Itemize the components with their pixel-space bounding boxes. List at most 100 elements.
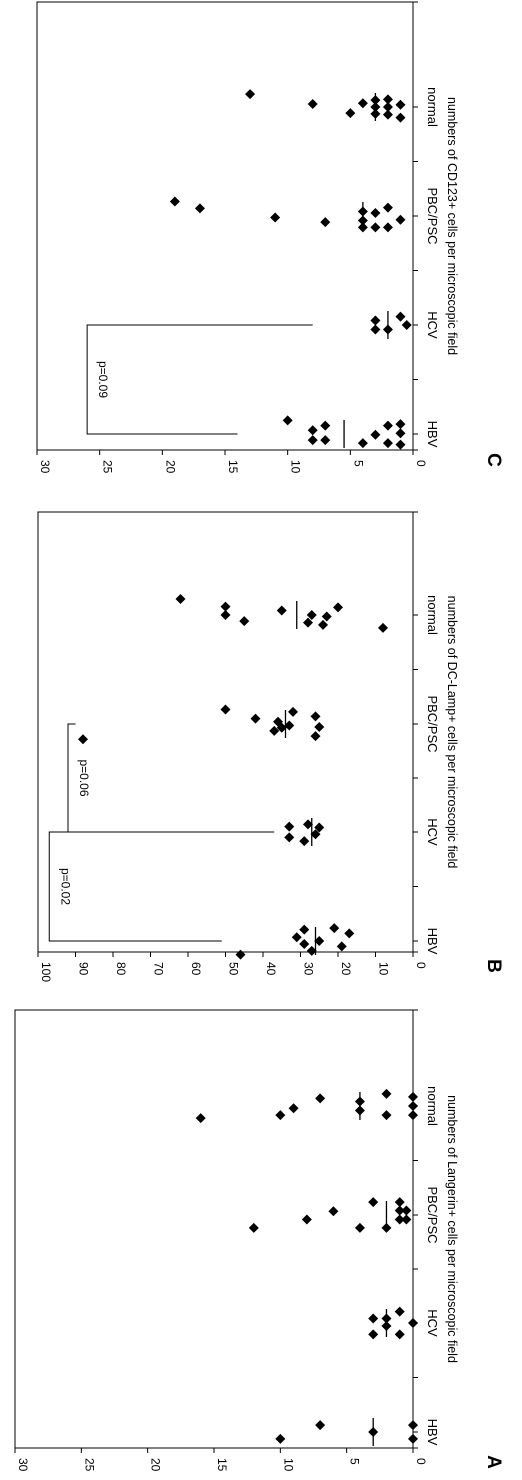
value-tick-label: 5 [348, 1458, 362, 1465]
data-point [394, 1214, 405, 1225]
value-tick-label: 10 [281, 1458, 295, 1472]
data-point [175, 594, 186, 605]
data-point [239, 616, 250, 627]
data-point [306, 945, 317, 956]
data-point [368, 1313, 379, 1324]
value-tick-label: 15 [226, 460, 240, 474]
data-point [314, 822, 325, 833]
data-point [245, 89, 256, 100]
data-point [408, 1091, 418, 1102]
p-value-label: p=0.06 [77, 759, 91, 796]
data-point [288, 1103, 299, 1114]
value-tick-label: 25 [82, 1458, 96, 1472]
data-point [370, 207, 381, 218]
significance-bracket [48, 831, 275, 942]
data-point [408, 1101, 418, 1111]
category-label: HCV [425, 311, 440, 339]
data-point [395, 99, 406, 110]
category-label: HBV [425, 928, 440, 955]
panel-letter: C [483, 453, 504, 467]
data-point [291, 932, 302, 943]
data-point [314, 936, 325, 946]
data-point [250, 713, 261, 724]
data-point [299, 939, 310, 950]
p-value-label: p=0.02 [58, 868, 72, 905]
data-point [382, 222, 393, 233]
category-label: PBC/PSC [425, 1186, 440, 1243]
panel-letter: B [483, 959, 504, 973]
data-point [370, 222, 381, 233]
data-point [320, 217, 331, 228]
data-point [382, 94, 393, 105]
value-tick-label: 30 [302, 962, 316, 976]
value-tick-label: 15 [215, 1458, 229, 1472]
value-tick-label: 90 [77, 962, 91, 976]
category-label: HCV [425, 818, 440, 846]
data-point [329, 923, 340, 934]
data-point [320, 420, 331, 431]
data-point [284, 832, 295, 843]
value-axis-title: numbers of DC-Lamp+ cells per microscopi… [445, 596, 459, 869]
value-tick-label: 20 [339, 962, 353, 976]
value-tick-label: 80 [114, 962, 128, 976]
category-label: HBV [425, 1419, 440, 1446]
plot-frame [36, 1, 414, 451]
category-label: PBC/PSC [425, 187, 440, 244]
data-point [382, 438, 393, 449]
value-axis-title: numbers of Langerin+ cells per microscop… [445, 1095, 459, 1363]
data-point [336, 941, 347, 952]
data-point [395, 214, 406, 225]
data-point [382, 202, 393, 213]
data-point [382, 420, 393, 431]
category-label: HBV [425, 421, 440, 448]
data-point [408, 1420, 418, 1431]
data-point [368, 1329, 379, 1340]
value-tick-label: 30 [38, 460, 52, 474]
significance-bracket [67, 723, 117, 833]
data-point [314, 722, 325, 733]
data-point [194, 203, 205, 214]
data-point [395, 311, 406, 322]
data-point [307, 425, 318, 436]
category-label: normal [425, 595, 440, 635]
data-point [401, 320, 412, 330]
category-label: HCV [425, 1309, 440, 1337]
data-point [307, 435, 318, 446]
value-tick-label: 30 [16, 1458, 30, 1472]
data-point [275, 1110, 286, 1121]
value-axis-title: numbers of CD123+ cells per microscopic … [445, 97, 459, 355]
data-point [395, 419, 406, 430]
plot-frame [37, 511, 414, 953]
data-point [401, 1214, 412, 1225]
value-tick-label: 20 [163, 460, 177, 474]
data-point [368, 1197, 379, 1208]
data-point [220, 601, 231, 612]
data-point [395, 428, 406, 439]
data-point [321, 611, 332, 622]
data-point [328, 1206, 339, 1217]
data-point [275, 1433, 286, 1444]
category-label: normal [425, 1086, 440, 1126]
data-point [394, 1306, 405, 1317]
data-point [169, 196, 180, 207]
data-point [354, 1222, 365, 1233]
value-tick-label: 50 [227, 962, 241, 976]
data-point [382, 102, 393, 112]
plot-frame [14, 1009, 414, 1449]
data-point [370, 324, 381, 335]
data-point [248, 1222, 259, 1233]
data-point [303, 617, 313, 628]
data-point [344, 928, 355, 939]
data-point [381, 1088, 392, 1099]
data-point [307, 98, 318, 109]
category-label: normal [425, 87, 440, 127]
data-point [394, 1205, 405, 1216]
data-point [220, 704, 231, 715]
data-point [299, 836, 310, 847]
panel-b: 0 10 20 30 40 50 60 70 80 90 100 numbers of DC-Lamp… [37, 511, 504, 982]
data-point [269, 725, 280, 736]
data-point [235, 949, 246, 960]
data-point [301, 1214, 312, 1225]
data-point [303, 819, 313, 830]
